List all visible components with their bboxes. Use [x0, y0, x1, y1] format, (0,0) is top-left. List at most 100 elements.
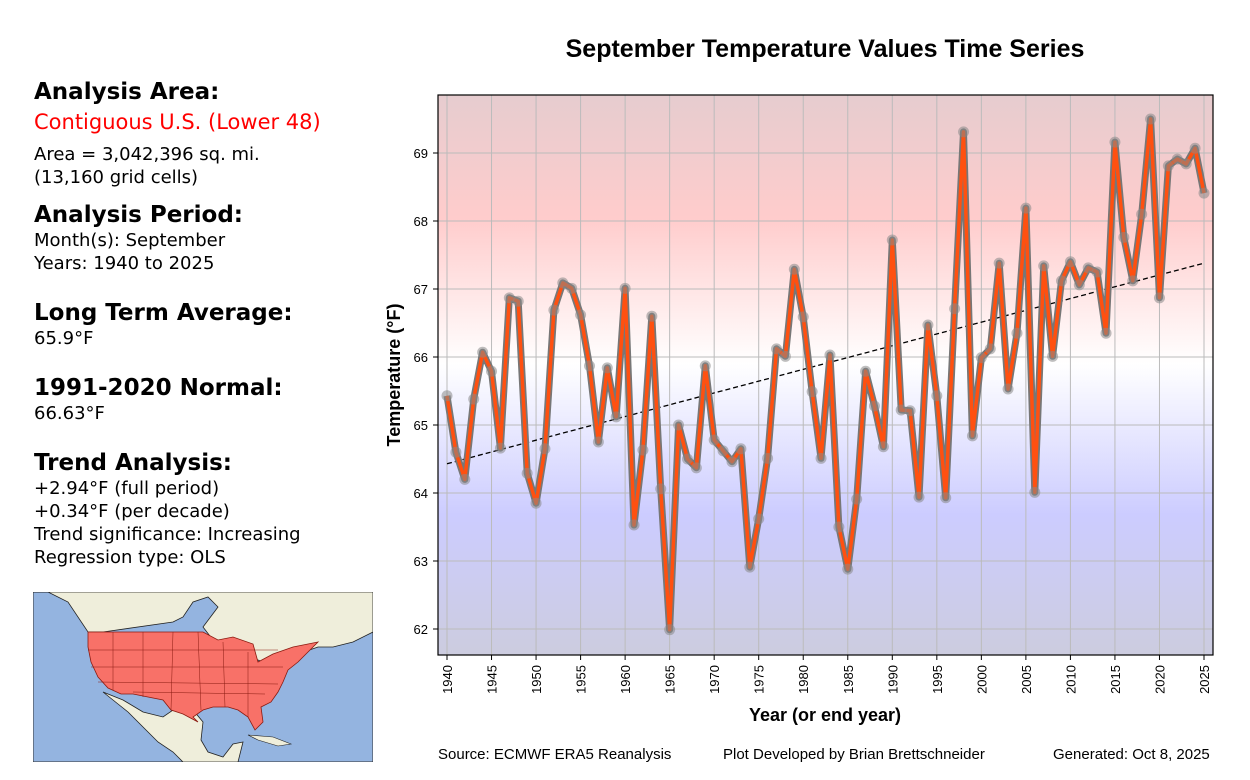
data-point [619, 282, 631, 294]
x-tick-label: 1950 [529, 665, 544, 694]
data-point [1082, 262, 1094, 274]
data-point [877, 441, 889, 453]
x-tick-label: 1975 [752, 665, 767, 694]
x-tick-label: 1970 [707, 665, 722, 694]
long-term-average-value: 65.9°F [34, 328, 94, 349]
data-point [646, 310, 658, 322]
y-tick-label: 62 [414, 622, 428, 637]
analysis-months: Month(s): September [34, 230, 226, 251]
data-point [690, 462, 702, 474]
long-term-average-heading: Long Term Average: [34, 300, 293, 326]
data-point [1020, 202, 1032, 214]
x-tick-label: 1960 [618, 665, 633, 694]
data-point [1091, 266, 1103, 278]
data-point [628, 519, 640, 531]
analysis-area-name: Contiguous U.S. (Lower 48) [34, 110, 321, 134]
trend-per-decade: +0.34°F (per decade) [34, 501, 230, 522]
x-tick-label: 1940 [440, 665, 455, 694]
x-tick-label: 2020 [1152, 665, 1167, 694]
data-point [753, 513, 765, 525]
data-point [922, 319, 934, 331]
data-point [771, 343, 783, 355]
y-tick-label: 68 [414, 214, 428, 229]
data-point [940, 492, 952, 504]
data-point [521, 467, 533, 479]
data-point [1180, 158, 1192, 170]
x-tick-label: 2015 [1108, 665, 1123, 694]
data-point [601, 362, 613, 374]
data-point [851, 493, 863, 505]
x-tick-label: 2010 [1063, 665, 1078, 694]
data-point [788, 263, 800, 275]
data-point [735, 443, 747, 455]
data-point [1064, 256, 1076, 268]
data-point [726, 456, 738, 468]
data-point [860, 365, 872, 377]
data-point [539, 443, 551, 455]
data-point [664, 624, 676, 636]
data-point [610, 411, 622, 423]
data-point [833, 521, 845, 533]
data-point [806, 386, 818, 398]
data-point [699, 360, 711, 372]
data-point [744, 561, 756, 573]
data-point [868, 400, 880, 412]
data-point [1171, 153, 1183, 165]
data-point [1198, 187, 1210, 199]
data-point [459, 473, 471, 485]
data-point [975, 352, 987, 364]
y-tick-label: 63 [414, 554, 428, 569]
data-point [993, 257, 1005, 269]
plot-frame [437, 94, 1214, 656]
x-tick-label: 2000 [974, 665, 989, 694]
data-point [575, 309, 587, 321]
x-tick-label: 1995 [930, 665, 945, 694]
y-tick-label: 67 [414, 282, 428, 297]
trend-analysis-heading: Trend Analysis: [34, 450, 232, 476]
data-point [681, 453, 693, 465]
analysis-years: Years: 1940 to 2025 [34, 253, 215, 274]
land-mexico [102, 691, 244, 762]
locator-map [33, 592, 373, 762]
land-cuba [247, 734, 293, 747]
data-point [815, 452, 827, 464]
y-tick-label: 66 [414, 350, 428, 365]
data-point [797, 311, 809, 323]
x-tick-label: 1990 [885, 665, 900, 694]
data-point [1047, 350, 1059, 362]
data-point [1100, 327, 1112, 339]
data-point [673, 419, 685, 431]
data-point [548, 304, 560, 316]
data-point [557, 277, 569, 289]
y-tick-label: 64 [414, 486, 428, 501]
data-point [441, 390, 453, 402]
trend-line [446, 262, 1205, 465]
data-point [1038, 260, 1050, 272]
data-point [655, 483, 667, 495]
data-point [503, 292, 515, 304]
x-tick-label: 1965 [663, 665, 678, 694]
data-point [1002, 383, 1014, 395]
data-point [486, 365, 498, 377]
data-point [1109, 136, 1121, 148]
info-panel: Analysis Area: Contiguous U.S. (Lower 48… [34, 78, 394, 569]
data-point [984, 343, 996, 355]
data-point [1127, 275, 1139, 287]
x-tick-label: 1955 [574, 665, 589, 694]
data-point [450, 446, 462, 458]
y-tick-label: 65 [414, 418, 428, 433]
x-tick-label: 1985 [841, 665, 856, 694]
data-point [1153, 292, 1165, 304]
data-point [530, 497, 542, 509]
data-point [958, 126, 970, 138]
x-axis-label: Year (or end year) [749, 705, 901, 725]
footer-developer: Plot Developed by Brian Brettschneider [723, 746, 985, 763]
data-point [1029, 486, 1041, 498]
analysis-period-heading: Analysis Period: [34, 202, 243, 228]
x-tick-label: 1945 [485, 665, 500, 694]
x-tick-label: 1980 [796, 665, 811, 694]
data-point [762, 452, 774, 464]
y-tick-label: 69 [414, 146, 428, 161]
area-size: Area = 3,042,396 sq. mi. [34, 144, 260, 165]
grid-cells: (13,160 grid cells) [34, 167, 199, 188]
